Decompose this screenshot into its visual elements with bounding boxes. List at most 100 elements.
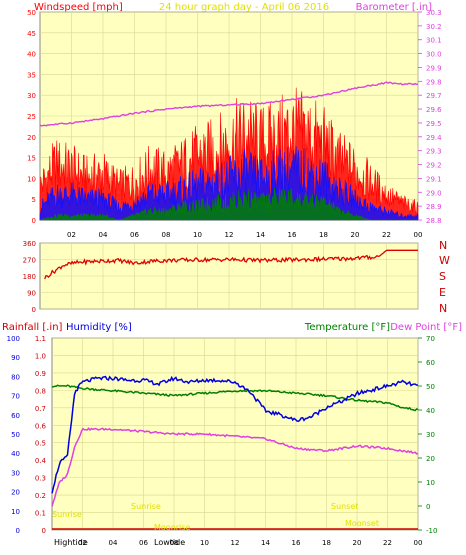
wind-x-tick-8: 18 — [319, 231, 328, 239]
rain-y-tick-1: 0.1 — [35, 510, 46, 518]
wind-y-tick-6: 30 — [27, 92, 36, 100]
baro-y-tick-10: 29.8 — [426, 78, 442, 86]
dir-y-tick-0: 0 — [32, 306, 36, 314]
dir-y-tick-3: 270 — [23, 257, 36, 265]
temp-y-tick-2: 10 — [426, 479, 435, 487]
wind-x-tick-11: 00 — [414, 231, 423, 239]
barometer-axis-label: Barometer [.in] — [356, 2, 432, 13]
baro-y-tick-14: 30.2 — [426, 23, 442, 31]
wind-y-tick-0: 0 — [32, 217, 36, 225]
rain-y-tick-6: 0.6 — [35, 422, 47, 430]
climate-x-tick-1: 04 — [109, 539, 118, 547]
climate-x-tick-9: 20 — [353, 539, 362, 547]
temp-y-tick-8: 70 — [426, 335, 435, 343]
rain-y-tick-0: 0 — [42, 527, 46, 535]
hightide-label: Hightide — [54, 538, 88, 547]
humidity-y-tick-5: 50 — [11, 431, 20, 439]
dewpoint-axis-label: Dew Point [°F] — [390, 322, 462, 333]
climate-x-tick-7: 16 — [292, 539, 301, 547]
wind-x-tick-5: 12 — [225, 231, 234, 239]
chart-title: 24 hour graph day - April 06 2016 — [159, 2, 329, 13]
direction-series — [44, 249, 418, 280]
sunset-label: Sunset — [331, 502, 358, 511]
moonset-label: Moonset — [345, 519, 379, 528]
climate-x-tick-11: 00 — [414, 539, 423, 547]
windspeed-axis-label: Windspeed [mph] — [34, 2, 123, 13]
compass-n-top: N — [439, 239, 447, 252]
baro-y-tick-6: 29.4 — [426, 134, 442, 142]
compass-w: W — [439, 254, 450, 267]
wind-y-tick-3: 15 — [27, 155, 36, 163]
baro-y-tick-5: 29.3 — [426, 148, 442, 156]
wind-y-tick-4: 20 — [27, 134, 36, 142]
humidity-y-tick-0: 0 — [16, 527, 20, 535]
compass-s: S — [439, 270, 446, 283]
wind-x-tick-9: 20 — [351, 231, 360, 239]
sunrise-label: Sunrise — [131, 502, 161, 511]
climate-data — [51, 375, 419, 530]
temp-y-tick-3: 20 — [426, 455, 435, 463]
baro-y-tick-13: 30.1 — [426, 37, 442, 45]
climate-x-tick-6: 14 — [261, 539, 270, 547]
humidity-y-tick-2: 20 — [11, 489, 20, 497]
compass-n-bottom: N — [439, 302, 447, 315]
wind-data — [39, 81, 419, 221]
temp-y-tick-7: 60 — [426, 359, 435, 367]
wind-x-tick-10: 22 — [382, 231, 391, 239]
humidity-series — [51, 375, 419, 494]
wind-x-tick-2: 06 — [130, 231, 139, 239]
moonrise-label: Moonrise — [154, 523, 190, 532]
temp-y-tick-5: 40 — [426, 407, 435, 415]
dir-y-tick-1: 90 — [27, 290, 36, 298]
rainfall-axis-label: Rainfall [.in] — [2, 322, 63, 333]
baro-y-tick-4: 29.2 — [426, 162, 442, 170]
rain-y-tick-2: 0.2 — [35, 492, 46, 500]
rain-y-tick-4: 0.4 — [35, 457, 47, 465]
baro-y-tick-11: 29.9 — [426, 64, 442, 72]
barometer-series — [39, 81, 419, 127]
climate-x-tick-4: 10 — [200, 539, 209, 547]
wind-y-tick-9: 45 — [27, 30, 36, 38]
climate-x-tick-5: 12 — [231, 539, 240, 547]
wind-x-tick-3: 08 — [162, 231, 171, 239]
temp-y-tick-1: 0 — [426, 503, 430, 511]
rain-y-tick-5: 0.5 — [35, 440, 46, 448]
temp-y-tick-0: -10 — [426, 527, 437, 535]
rain-y-tick-7: 0.7 — [35, 405, 46, 413]
baro-y-tick-15: 30.3 — [426, 9, 442, 17]
humidity-y-tick-10: 100 — [7, 335, 20, 343]
temp-y-tick-4: 30 — [426, 431, 435, 439]
climate-x-tick-0: 02 — [78, 539, 87, 547]
temp-y-tick-6: 50 — [426, 383, 435, 391]
wind-y-tick-2: 10 — [27, 175, 36, 183]
wind-y-tick-1: 5 — [32, 196, 36, 204]
wind-y-tick-5: 25 — [27, 113, 36, 121]
dewpoint-series — [51, 427, 419, 507]
compass-labels: N W S E N — [439, 239, 450, 315]
rain-y-tick-8: 0.8 — [35, 387, 46, 395]
humidity-y-tick-4: 40 — [11, 450, 20, 458]
baro-y-tick-9: 29.7 — [426, 92, 442, 100]
wind-low-series — [39, 187, 418, 221]
temperature-axis-label: Temperature [°F] — [304, 322, 390, 333]
compass-e: E — [439, 286, 446, 299]
lowtide-label: Lowtide — [154, 538, 185, 547]
dir-y-tick-2: 180 — [23, 273, 36, 281]
humidity-y-tick-8: 80 — [11, 373, 20, 381]
wind-x-tick-7: 16 — [288, 231, 297, 239]
wind-x-tick-1: 04 — [99, 231, 108, 239]
humidity-axis-label: Humidity [%] — [66, 322, 132, 333]
humidity-y-tick-1: 10 — [11, 508, 20, 516]
climate-x-tick-10: 22 — [383, 539, 392, 547]
climate-grid — [52, 337, 419, 531]
direction-axes: 0 90 180 270 360 — [23, 240, 36, 314]
humidity-y-tick-3: 30 — [11, 469, 20, 477]
baro-y-tick-3: 29.1 — [426, 175, 442, 183]
baro-y-tick-12: 30.0 — [426, 51, 442, 59]
wind-y-tick-7: 35 — [27, 71, 36, 79]
dir-y-tick-4: 360 — [23, 240, 36, 248]
sunrise-left-label: Sunrise — [52, 510, 82, 519]
baro-y-tick-1: 28.9 — [426, 203, 442, 211]
climate-x-tick-8: 18 — [322, 539, 331, 547]
